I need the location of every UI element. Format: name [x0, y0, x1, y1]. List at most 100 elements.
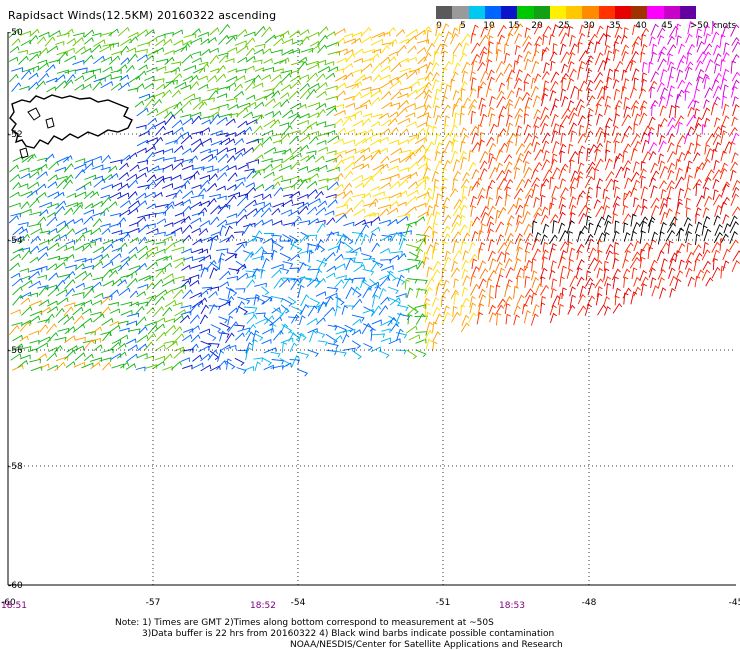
- wind-barb: [723, 141, 733, 154]
- wind-barb: [515, 143, 526, 155]
- wind-barb: [83, 29, 95, 38]
- wind-barb: [487, 221, 495, 234]
- wind-barb: [208, 155, 218, 162]
- wind-barb: [173, 158, 184, 164]
- wind-barb: [613, 88, 621, 101]
- wind-barb: [712, 44, 721, 56]
- wind-barb: [209, 193, 221, 199]
- wind-barb: [397, 201, 407, 207]
- wind-barb: [125, 363, 136, 370]
- wind-barb: [226, 82, 237, 90]
- legend-swatch: [598, 6, 615, 19]
- wind-barb: [163, 353, 173, 362]
- wind-barb: [633, 204, 642, 217]
- wind-barb: [731, 186, 740, 198]
- wind-barb: [434, 142, 443, 154]
- wind-barb: [479, 268, 489, 280]
- wind-barb: [325, 193, 337, 199]
- wind-barb: [181, 248, 192, 254]
- wind-barb: [531, 238, 540, 251]
- wind-barb: [38, 239, 50, 246]
- wind-barb: [396, 328, 404, 341]
- wind-barb: [206, 197, 217, 207]
- wind-barb: [613, 41, 619, 55]
- wind-barb: [163, 273, 174, 280]
- wind-barb: [144, 180, 157, 190]
- wind-barb: [595, 103, 602, 116]
- wind-barb: [488, 142, 497, 153]
- wind-barb: [452, 54, 458, 65]
- wind-barb: [388, 338, 401, 345]
- wind-barb: [532, 303, 540, 317]
- lat-label: -56: [8, 346, 23, 356]
- wind-barb: [47, 227, 58, 235]
- wind-barb: [614, 99, 623, 110]
- wind-barb: [577, 66, 584, 80]
- wind-barb: [415, 287, 423, 298]
- wind-barb: [712, 189, 719, 201]
- wind-barb: [80, 47, 92, 55]
- wind-barb: [135, 192, 147, 201]
- wind-barb: [649, 36, 656, 46]
- wind-barb: [548, 202, 555, 216]
- wind-barb: [470, 110, 477, 125]
- wind-barb: [478, 260, 486, 272]
- wind-barb: [522, 211, 531, 224]
- wind-barb: [63, 306, 74, 317]
- wind-barb: [489, 166, 499, 179]
- wind-barb: [577, 89, 583, 100]
- wind-barb: [154, 355, 166, 361]
- wind-barb: [705, 277, 714, 287]
- wind-barb: [558, 303, 564, 316]
- wind-barb: [279, 30, 290, 38]
- wind-barb: [207, 111, 220, 119]
- wind-barb: [399, 174, 412, 181]
- wind-barb: [336, 234, 346, 246]
- wind-barb: [46, 305, 59, 314]
- wind-barb: [57, 51, 68, 62]
- wind-barb: [227, 315, 234, 326]
- wind-barb: [156, 66, 167, 72]
- wind-barb: [666, 196, 672, 208]
- wind-barb: [344, 324, 354, 333]
- wind-barb: [298, 332, 305, 343]
- wind-barb: [684, 166, 692, 180]
- wind-barb: [513, 187, 524, 200]
- wind-barb: [441, 197, 451, 209]
- wind-barb: [20, 201, 30, 210]
- wind-barb: [237, 29, 248, 37]
- wind-barb: [246, 314, 258, 324]
- wind-barb: [263, 347, 277, 354]
- wind-barb: [188, 155, 199, 164]
- wind-barb: [705, 59, 714, 72]
- wind-barb: [91, 32, 102, 38]
- wind-barb: [683, 216, 692, 227]
- wind-barb: [363, 212, 376, 218]
- wind-barb: [416, 239, 427, 252]
- wind-barb: [80, 299, 93, 306]
- wind-barb: [129, 301, 139, 307]
- wind-barb: [614, 152, 623, 163]
- wind-barb: [219, 330, 226, 342]
- wind-barb: [66, 73, 76, 84]
- wind-barb: [576, 175, 584, 188]
- wind-barb: [336, 297, 342, 307]
- wind-barb: [179, 131, 190, 138]
- wind-barb: [318, 185, 328, 190]
- wind-barb: [567, 100, 575, 111]
- wind-barb: [280, 337, 294, 344]
- wind-barb: [487, 196, 494, 208]
- wind-barb: [684, 81, 693, 93]
- wind-barb: [136, 334, 149, 343]
- wind-barb: [317, 200, 328, 208]
- wind-barb: [476, 311, 484, 325]
- wind-barb: [63, 79, 74, 89]
- wind-barb: [18, 247, 30, 252]
- wind-barb: [56, 69, 69, 75]
- wind-barb: [20, 297, 31, 305]
- wind-barb: [75, 158, 86, 163]
- wind-barb: [471, 216, 481, 227]
- wind-barb: [317, 301, 327, 314]
- wind-barb: [134, 48, 148, 54]
- wind-barb: [291, 216, 302, 227]
